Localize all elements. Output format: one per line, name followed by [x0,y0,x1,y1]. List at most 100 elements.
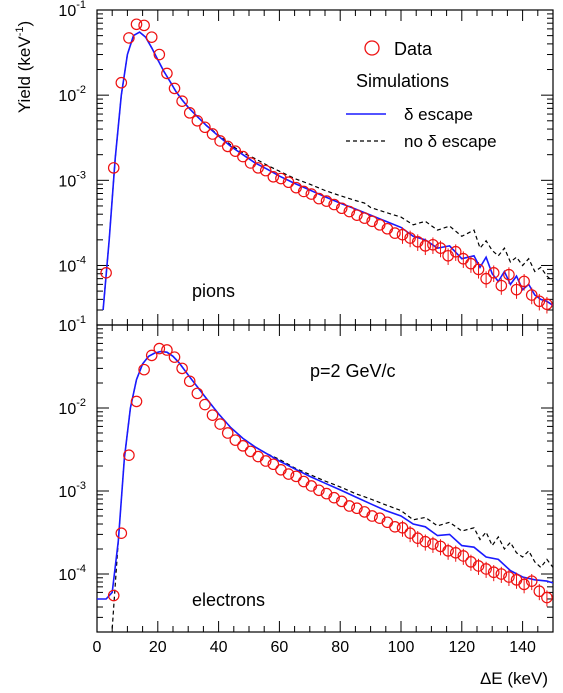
momentum-annotation: p=2 GeV/c [310,361,396,381]
data-point [123,32,135,44]
data-point [282,176,295,189]
svg-text:Yield (keV-1): Yield (keV-1) [14,21,34,113]
y-tick-label: 10-1 [58,0,86,20]
y-axis-label-sup: -1 [14,27,26,37]
data-point [214,135,226,147]
data-point [518,275,530,288]
data-point [290,181,302,194]
data-point [176,362,188,375]
data-point [328,491,340,504]
x-tick-label: 0 [93,639,102,656]
no-delta-escape-line [102,31,553,311]
data-point [389,521,401,533]
data-point [373,219,386,231]
legend-no-delta-escape-label: no δ escape [404,132,497,151]
data-point [145,31,158,43]
data-point [305,480,318,492]
data-point [153,342,166,355]
data-point [259,164,272,177]
data-point [183,375,196,388]
data-point [275,464,287,476]
data-point [297,185,310,198]
data-point [525,575,538,587]
data-point [472,560,485,572]
data-point [161,344,173,356]
data-point [313,192,325,205]
data-point [168,351,181,363]
data-point [480,563,492,575]
y-tick-label: 10-4 [58,563,86,584]
legend-delta-escape-label: δ escape [404,105,473,124]
data-point [449,547,462,559]
x-tick-label: 140 [509,639,536,656]
data-point [168,82,181,95]
no-delta-escape-line [111,350,553,629]
y-tick-label: 10-3 [58,480,86,501]
data-point [221,427,234,439]
data-point [533,585,546,598]
data-point [138,363,150,376]
data-point [161,67,173,80]
data-point [457,550,470,562]
data-point [328,198,340,211]
data-point [267,458,280,471]
legend-data-label: Data [394,39,433,59]
data-point [199,398,211,411]
pions-panel: 10-1 10-2 10-3 10-4 pions [58,0,554,326]
data-point [343,500,356,512]
data-point [145,349,158,362]
data-point [465,257,477,270]
y-axis-label-text: Yield (keV [15,36,34,114]
data-point [434,242,447,254]
data-point [259,455,272,467]
y-tick-label: 10-1 [58,314,86,335]
data-point [404,232,416,244]
data-point [290,470,302,483]
data-point [396,228,409,241]
plot-frame [96,9,554,326]
delta-escape-line [102,31,553,311]
data-point [115,76,128,89]
data-point [442,545,454,557]
data-point [541,298,553,311]
data-point [533,295,546,308]
data-point [525,289,538,301]
panel-label: pions [192,281,235,301]
data-point [107,162,120,174]
data-point [427,538,439,550]
data-point [252,450,264,463]
data-point [366,215,378,228]
legend: Data Simulations δ escape no δ escape [346,39,497,151]
data-point [313,484,325,497]
x-tick-label: 60 [271,639,289,656]
data-point [267,170,280,183]
x-axis: 0 20 40 60 80 100 120 140 [93,639,536,656]
data-point [297,475,310,488]
x-axis-label: ΔE (keV) [480,669,548,688]
data-point [206,128,219,140]
data-point [335,202,348,215]
electrons-panel: 10-1 10-2 10-3 10-4 electrons [58,314,554,633]
data-point [199,121,211,134]
data-point [480,272,492,285]
data-point [176,95,188,107]
data-point [130,395,143,408]
data-point [396,522,409,534]
panel-label: electrons [192,590,265,610]
data-point [107,589,120,602]
y-axis-label-end: ) [15,21,34,27]
data-point [541,591,553,604]
data-point [411,532,424,544]
x-tick-label: 40 [210,639,228,656]
data-point [153,48,166,61]
data-point [487,566,500,579]
data-point [518,578,530,591]
y-tick-label: 10-2 [58,84,86,105]
data-point [419,535,432,548]
y-axis-label: Yield (keV-1) [14,21,34,113]
data-point [320,195,333,207]
data-point [183,107,196,119]
legend-header: Simulations [356,71,449,91]
x-tick-label: 120 [448,639,475,656]
